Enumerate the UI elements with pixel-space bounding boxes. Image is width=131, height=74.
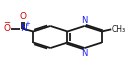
Text: N: N (81, 16, 88, 25)
Text: CH₃: CH₃ (112, 25, 126, 34)
Text: O: O (3, 24, 10, 33)
Text: O: O (20, 12, 27, 21)
Text: −: − (3, 18, 10, 27)
Text: N: N (20, 24, 26, 33)
Text: N: N (81, 49, 88, 58)
Text: +: + (25, 21, 31, 27)
